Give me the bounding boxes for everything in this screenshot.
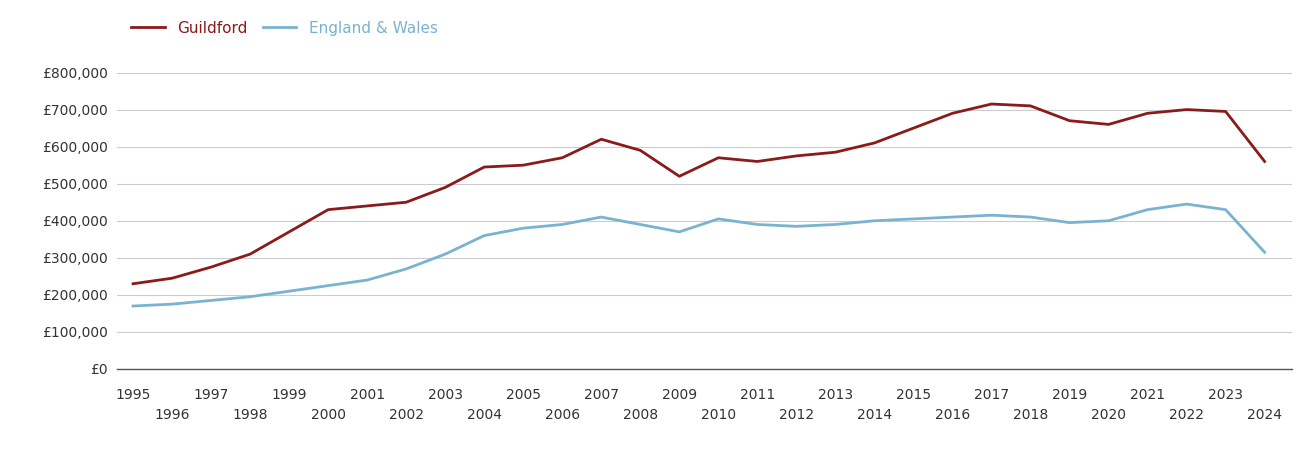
Text: 2014: 2014 <box>857 408 893 422</box>
Text: 1997: 1997 <box>193 388 228 402</box>
England & Wales <box>594 214 609 220</box>
England & Wales <box>749 222 765 227</box>
Text: 2002: 2002 <box>389 408 424 422</box>
Text: 2000: 2000 <box>311 408 346 422</box>
Guildford <box>867 140 882 146</box>
Guildford <box>125 281 141 287</box>
Guildford <box>906 126 921 131</box>
England & Wales <box>633 222 649 227</box>
Text: 2024: 2024 <box>1248 408 1282 422</box>
Guildford <box>827 149 843 155</box>
Text: 2015: 2015 <box>897 388 930 402</box>
Text: 2023: 2023 <box>1208 388 1244 402</box>
Guildford <box>1218 109 1233 114</box>
Guildford <box>1257 159 1272 164</box>
Text: 2010: 2010 <box>701 408 736 422</box>
Text: 2016: 2016 <box>934 408 970 422</box>
Guildford <box>204 265 219 270</box>
Guildford <box>320 207 335 212</box>
Guildford <box>594 136 609 142</box>
England & Wales <box>945 214 960 220</box>
Guildford <box>282 229 298 234</box>
Guildford <box>1178 107 1194 112</box>
Text: 2019: 2019 <box>1052 388 1087 402</box>
Text: 2006: 2006 <box>544 408 579 422</box>
England & Wales <box>1178 202 1194 207</box>
England & Wales <box>1218 207 1233 212</box>
England & Wales <box>788 224 804 229</box>
Text: 2013: 2013 <box>818 388 853 402</box>
Text: 1996: 1996 <box>154 408 189 422</box>
England & Wales <box>867 218 882 224</box>
Guildford <box>243 252 258 257</box>
Guildford <box>710 155 726 161</box>
England & Wales <box>906 216 921 221</box>
Guildford <box>749 159 765 164</box>
Text: 2007: 2007 <box>583 388 619 402</box>
England & Wales <box>476 233 492 238</box>
England & Wales <box>359 277 375 283</box>
Guildford <box>476 164 492 170</box>
England & Wales <box>1062 220 1078 225</box>
England & Wales <box>1023 214 1039 220</box>
Guildford <box>515 162 531 168</box>
Text: 2008: 2008 <box>622 408 658 422</box>
England & Wales <box>710 216 726 221</box>
Guildford <box>984 101 1000 107</box>
England & Wales <box>827 222 843 227</box>
Line: England & Wales: England & Wales <box>133 204 1265 306</box>
Guildford <box>1023 103 1039 108</box>
England & Wales <box>282 288 298 294</box>
England & Wales <box>398 266 414 272</box>
Guildford <box>398 199 414 205</box>
England & Wales <box>125 303 141 309</box>
Guildford <box>555 155 570 161</box>
Text: 2003: 2003 <box>428 388 463 402</box>
England & Wales <box>320 283 335 288</box>
Text: 2012: 2012 <box>779 408 814 422</box>
Text: 1995: 1995 <box>115 388 151 402</box>
Legend: Guildford, England & Wales: Guildford, England & Wales <box>125 14 444 41</box>
England & Wales <box>672 229 688 234</box>
Text: 2022: 2022 <box>1169 408 1205 422</box>
Text: 2009: 2009 <box>662 388 697 402</box>
England & Wales <box>243 294 258 299</box>
Guildford <box>437 184 453 190</box>
Guildford <box>633 148 649 153</box>
Text: 2011: 2011 <box>740 388 775 402</box>
Text: 2020: 2020 <box>1091 408 1126 422</box>
Guildford <box>1139 111 1155 116</box>
England & Wales <box>1257 250 1272 255</box>
Guildford <box>1062 118 1078 123</box>
England & Wales <box>164 302 180 307</box>
England & Wales <box>1139 207 1155 212</box>
Text: 2017: 2017 <box>974 388 1009 402</box>
Text: 1999: 1999 <box>271 388 307 402</box>
England & Wales <box>984 212 1000 218</box>
England & Wales <box>204 298 219 303</box>
Guildford <box>672 174 688 179</box>
Text: 2018: 2018 <box>1013 408 1048 422</box>
Guildford <box>945 111 960 116</box>
Line: Guildford: Guildford <box>133 104 1265 284</box>
England & Wales <box>1100 218 1116 224</box>
Guildford <box>1100 122 1116 127</box>
Guildford <box>359 203 375 209</box>
Text: 1998: 1998 <box>232 408 268 422</box>
Text: 2004: 2004 <box>467 408 501 422</box>
England & Wales <box>555 222 570 227</box>
England & Wales <box>437 252 453 257</box>
Text: 2001: 2001 <box>350 388 385 402</box>
Guildford <box>164 275 180 281</box>
England & Wales <box>515 225 531 231</box>
Guildford <box>788 153 804 158</box>
Text: 2005: 2005 <box>506 388 540 402</box>
Text: 2021: 2021 <box>1130 388 1165 402</box>
